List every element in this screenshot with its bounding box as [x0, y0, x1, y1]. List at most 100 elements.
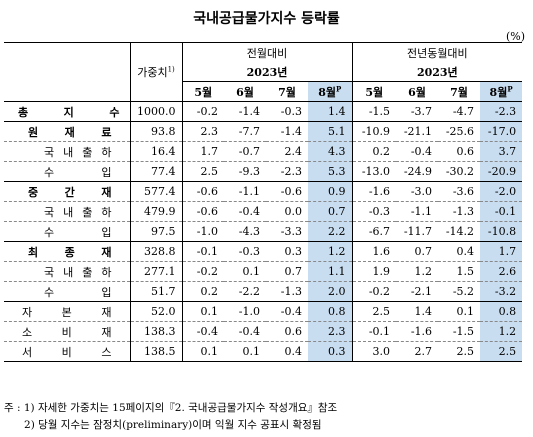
mom-value-cell: -3.3 [266, 221, 308, 242]
mom-value-cell: 1.7 [181, 141, 224, 162]
mom-value-cell: 5.3 [308, 161, 353, 182]
yoy-value-cell: -2.0 [480, 181, 523, 202]
mom-value-cell: 2.3 [308, 321, 353, 342]
row-label: 국 내 출 하 [4, 261, 130, 282]
yoy-value-cell: -1.1 [396, 201, 439, 222]
mom-value-cell: 0.7 [266, 261, 308, 282]
yoy-value-cell: -1.6 [396, 321, 439, 342]
yoy-month-header: 5월 [351, 81, 397, 102]
yoy-value-cell: -1.5 [438, 321, 481, 342]
table-row: 국 내 출 하 479.9 -0.6 -0.4 0.0 0.7 -0.3 -1.1 -1.3 -0… [4, 201, 523, 222]
table-row: 국 내 출 하 277.1 -0.2 0.1 0.7 1.1 1.9 1.2 1.5 2.6 [4, 261, 523, 282]
yoy-value-cell: 2.7 [396, 341, 439, 362]
mom-value-cell: 0.8 [308, 301, 353, 322]
mom-year: 2023년 [181, 62, 353, 82]
yoy-month-header: 6월 [396, 81, 439, 102]
mom-value-cell: -0.4 [181, 321, 224, 342]
mom-value-cell: -0.6 [181, 181, 224, 202]
corner-cell [4, 42, 130, 102]
mom-month-header: 5월 [181, 81, 224, 102]
row-label: 최 종 재 [4, 241, 130, 262]
yoy-value-cell: -0.4 [396, 141, 439, 162]
mom-value-cell: -1.0 [224, 301, 266, 322]
mom-value-cell: 0.4 [266, 341, 308, 362]
yoy-value-cell: 0.8 [480, 301, 523, 322]
mom-value-cell: 1.2 [308, 241, 353, 262]
yoy-value-cell: 1.6 [351, 241, 397, 262]
yoy-value-cell: -30.2 [438, 161, 481, 182]
footnotes: 주 : 1) 자세한 가중치는 15페이지의『2. 국내공급물가지수 작성개요』… [4, 400, 337, 434]
price-index-table: 가중치1) 전월대비 전년동월대비 2023년 2023년 5월 6월 7월 8… [4, 42, 523, 362]
mom-value-cell: -1.4 [266, 121, 308, 142]
weight-cell: 577.4 [129, 181, 182, 202]
yoy-value-cell: 2.6 [480, 261, 523, 282]
mom-group-header: 전월대비 [181, 42, 353, 62]
yoy-value-cell: -17.0 [480, 121, 523, 142]
yoy-value-cell: -2.3 [480, 101, 523, 122]
yoy-value-cell: -10.9 [351, 121, 397, 142]
row-label: 수 입 [4, 221, 130, 242]
weight-cell: 93.8 [129, 121, 182, 142]
mom-value-cell: 0.3 [266, 241, 308, 262]
mom-value-cell: -2.3 [266, 161, 308, 182]
yoy-value-cell: -14.2 [438, 221, 481, 242]
yoy-year: 2023년 [351, 62, 523, 82]
weight-cell: 138.5 [129, 341, 182, 362]
yoy-value-cell: -21.1 [396, 121, 439, 142]
mom-value-cell: 0.1 [224, 341, 266, 362]
mom-value-cell: 0.1 [181, 301, 224, 322]
mom-value-cell: -0.6 [266, 181, 308, 202]
mom-value-cell: 2.2 [308, 221, 353, 242]
mom-value-cell: 5.1 [308, 121, 353, 142]
row-label: 수 입 [4, 161, 130, 182]
mom-value-cell: 2.5 [181, 161, 224, 182]
weight-header: 가중치1) [129, 42, 182, 102]
mom-value-cell: 4.3 [308, 141, 353, 162]
yoy-value-cell: -0.2 [351, 281, 397, 302]
table-row: 최 종 재 328.8 -0.1 -0.3 0.3 1.2 1.6 0.7 0.4 1.7 [4, 241, 523, 262]
mom-value-cell: 1.4 [308, 101, 353, 122]
yoy-value-cell: -10.8 [480, 221, 523, 242]
table-row: 국 내 출 하 16.4 1.7 -0.7 2.4 4.3 0.2 -0.4 0.6 3.7 [4, 141, 523, 162]
mom-value-cell: -4.3 [224, 221, 266, 242]
footnote-1: 주 : 1) 자세한 가중치는 15페이지의『2. 국내공급물가지수 작성개요』… [4, 402, 338, 414]
yoy-value-cell: -0.1 [351, 321, 397, 342]
table-row: 원 재 료 93.8 2.3 -7.7 -1.4 5.1 -10.9 -21.1 -25.6 -1… [4, 121, 523, 142]
yoy-value-cell: -0.3 [351, 201, 397, 222]
mom-value-cell: -1.1 [224, 181, 266, 202]
mom-value-cell: -0.6 [181, 201, 224, 222]
yoy-value-cell: -3.2 [480, 281, 523, 302]
mom-value-cell: -1.4 [224, 101, 266, 122]
mom-value-cell: 2.3 [181, 121, 224, 142]
yoy-value-cell: 1.7 [480, 241, 523, 262]
yoy-value-cell: -25.6 [438, 121, 481, 142]
mom-value-cell: 0.2 [181, 281, 224, 302]
mom-value-cell: 0.1 [224, 261, 266, 282]
yoy-value-cell: 0.1 [438, 301, 481, 322]
table-row: 수 입 51.7 0.2 -2.2 -1.3 2.0 -0.2 -2.1 -5.2 -3.2 [4, 281, 523, 302]
mom-month-header: 6월 [224, 81, 266, 102]
mom-month-header: 8월P [308, 81, 353, 102]
yoy-value-cell: 1.4 [396, 301, 439, 322]
yoy-value-cell: 3.7 [480, 141, 523, 162]
yoy-value-cell: -11.7 [396, 221, 439, 242]
table-row: 소 비 재 138.3 -0.4 -0.4 0.6 2.3 -0.1 -1.6 -1.5 1.2 [4, 321, 523, 342]
yoy-value-cell: 2.5 [438, 341, 481, 362]
yoy-value-cell: -4.7 [438, 101, 481, 122]
yoy-value-cell: -1.6 [351, 181, 397, 202]
yoy-group-header: 전년동월대비 [351, 42, 523, 62]
mom-value-cell: -0.4 [266, 301, 308, 322]
row-label: 중 간 재 [4, 181, 130, 202]
yoy-value-cell: -3.7 [396, 101, 439, 122]
row-label: 국 내 출 하 [4, 201, 130, 222]
row-label: 소 비 재 [4, 321, 130, 342]
yoy-value-cell: -6.7 [351, 221, 397, 242]
yoy-value-cell: -13.0 [351, 161, 397, 182]
mom-value-cell: 0.1 [181, 341, 224, 362]
yoy-value-cell: 1.2 [480, 321, 523, 342]
unit-label: (%) [505, 30, 525, 43]
mom-value-cell: 1.1 [308, 261, 353, 282]
yoy-value-cell: -5.2 [438, 281, 481, 302]
table-row: 수 입 77.4 2.5 -9.3 -2.3 5.3 -13.0 -24.9 -30.2 -20.… [4, 161, 523, 182]
footnote-2: 2) 당월 지수는 잠정치(preliminary)이며 익월 지수 공표시 확… [4, 419, 322, 431]
